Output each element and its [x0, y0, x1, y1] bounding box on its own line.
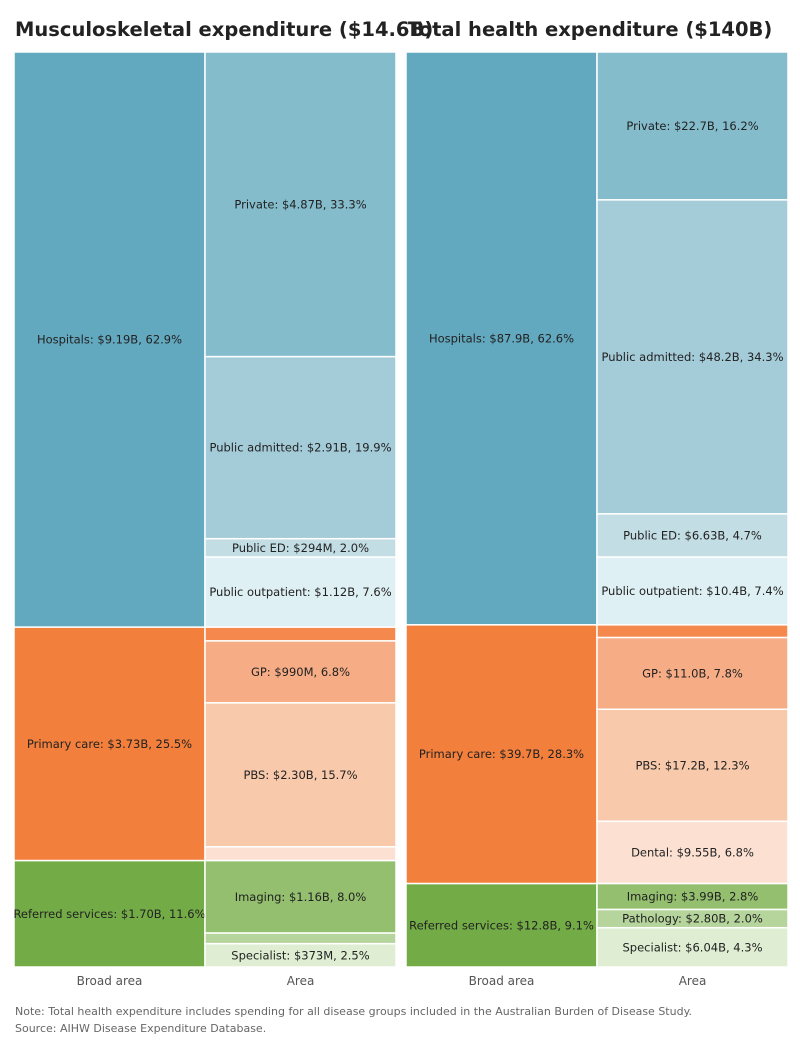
area-referred-services-pathology-label: Pathology: $2.80B, 2.0%	[622, 912, 763, 926]
broad-area-hospitals-rect[interactable]	[13, 51, 206, 628]
broad-area-hospitals-rect[interactable]	[405, 51, 598, 626]
broad-area-hospitals-label: Hospitals: $9.19B, 62.9%	[37, 333, 182, 347]
area-hospitals-public-admitted-label: Public admitted: $2.91B, 19.9%	[209, 441, 391, 455]
area-hospitals-public-outpatient-label: Public outpatient: $1.12B, 7.6%	[209, 585, 391, 599]
column-header-broad-area: Broad area	[77, 974, 143, 988]
area-hospitals-public-ed-label: Public ED: $6.63B, 4.7%	[623, 529, 762, 543]
area-primary-care-pbs-label: PBS: $2.30B, 15.7%	[243, 768, 357, 782]
area-hospitals-private-rect[interactable]	[596, 51, 789, 201]
area-referred-services-imaging-label: Imaging: $3.99B, 2.8%	[627, 890, 759, 904]
area-primary-care-dental-rect[interactable]	[204, 846, 397, 862]
area-referred-services-imaging-rect[interactable]	[596, 882, 789, 911]
area-hospitals-public-admitted-rect[interactable]	[596, 199, 789, 515]
area-primary-care-pbs-label: PBS: $17.2B, 12.3%	[635, 758, 749, 772]
area-hospitals-private-label: Private: $22.7B, 16.2%	[626, 119, 758, 133]
area-primary-care-gp-rect[interactable]	[596, 636, 789, 710]
column-header-area: Area	[287, 974, 315, 988]
area-hospitals-public-admitted-label: Public admitted: $48.2B, 34.3%	[601, 350, 783, 364]
area-primary-care-other-primary-care-rect[interactable]	[596, 624, 789, 639]
area-hospitals-private-rect[interactable]	[204, 51, 397, 358]
total-health-chart-title: Total health expenditure ($140B)	[408, 18, 773, 41]
area-referred-services-specialist-rect[interactable]	[596, 926, 789, 968]
treemap-chart-area: Hospitals: $9.19B, 62.9% Private: $4.87B,…	[13, 51, 789, 988]
area-primary-care-gp-label: GP: $11.0B, 7.8%	[642, 666, 743, 680]
area-referred-services-pathology-rect[interactable]	[204, 932, 397, 945]
area-primary-care-gp-rect[interactable]	[204, 640, 397, 704]
area-primary-care-dental-label: Dental: $9.55B, 6.8%	[631, 845, 754, 859]
broad-area-referred-services-rect[interactable]	[13, 859, 206, 968]
area-hospitals-public-outpatient-rect[interactable]	[596, 556, 789, 626]
area-hospitals-public-admitted-rect[interactable]	[204, 355, 397, 540]
broad-area-primary-care-rect[interactable]	[13, 626, 206, 862]
area-referred-services-specialist-label: Specialist: $6.04B, 4.3%	[623, 940, 763, 954]
broad-area-hospitals-label: Hospitals: $87.9B, 62.6%	[429, 331, 574, 345]
area-primary-care-dental-rect[interactable]	[596, 820, 789, 885]
area-referred-services-specialist-label: Specialist: $373M, 2.5%	[231, 948, 369, 962]
column-header-broad-area: Broad area	[469, 974, 535, 988]
broad-area-primary-care-label: Primary care: $39.7B, 28.3%	[419, 747, 584, 761]
area-referred-services-specialist-rect[interactable]	[204, 942, 397, 968]
area-hospitals-public-outpatient-label: Public outpatient: $10.4B, 7.4%	[601, 584, 783, 598]
area-primary-care-other-primary-care-rect[interactable]	[204, 626, 397, 642]
broad-area-primary-care-label: Primary care: $3.73B, 25.5%	[27, 737, 192, 751]
area-primary-care-gp-label: GP: $990M, 6.8%	[251, 665, 350, 679]
broad-area-referred-services-label: Referred services: $12.8B, 9.1%	[409, 918, 594, 932]
musculoskeletal-chart-title: Musculoskeletal expenditure ($14.6B)	[15, 18, 434, 41]
area-hospitals-public-ed-rect[interactable]	[596, 513, 789, 558]
footer-note: Note: Total health expenditure includes …	[15, 1005, 693, 1018]
area-referred-services-imaging-label: Imaging: $1.16B, 8.0%	[235, 890, 367, 904]
broad-area-primary-care-rect[interactable]	[405, 624, 598, 885]
area-primary-care-pbs-rect[interactable]	[596, 708, 789, 823]
area-hospitals-private-label: Private: $4.87B, 33.3%	[234, 197, 366, 211]
area-hospitals-public-ed-label: Public ED: $294M, 2.0%	[232, 541, 369, 555]
area-hospitals-public-outpatient-rect[interactable]	[204, 556, 397, 628]
broad-area-referred-services-rect[interactable]	[405, 882, 598, 968]
footer-source: Source: AIHW Disease Expenditure Databas…	[15, 1022, 267, 1035]
broad-area-referred-services-label: Referred services: $1.70B, 11.6%	[13, 907, 205, 921]
column-header-area: Area	[679, 974, 707, 988]
area-referred-services-imaging-rect[interactable]	[204, 859, 397, 934]
